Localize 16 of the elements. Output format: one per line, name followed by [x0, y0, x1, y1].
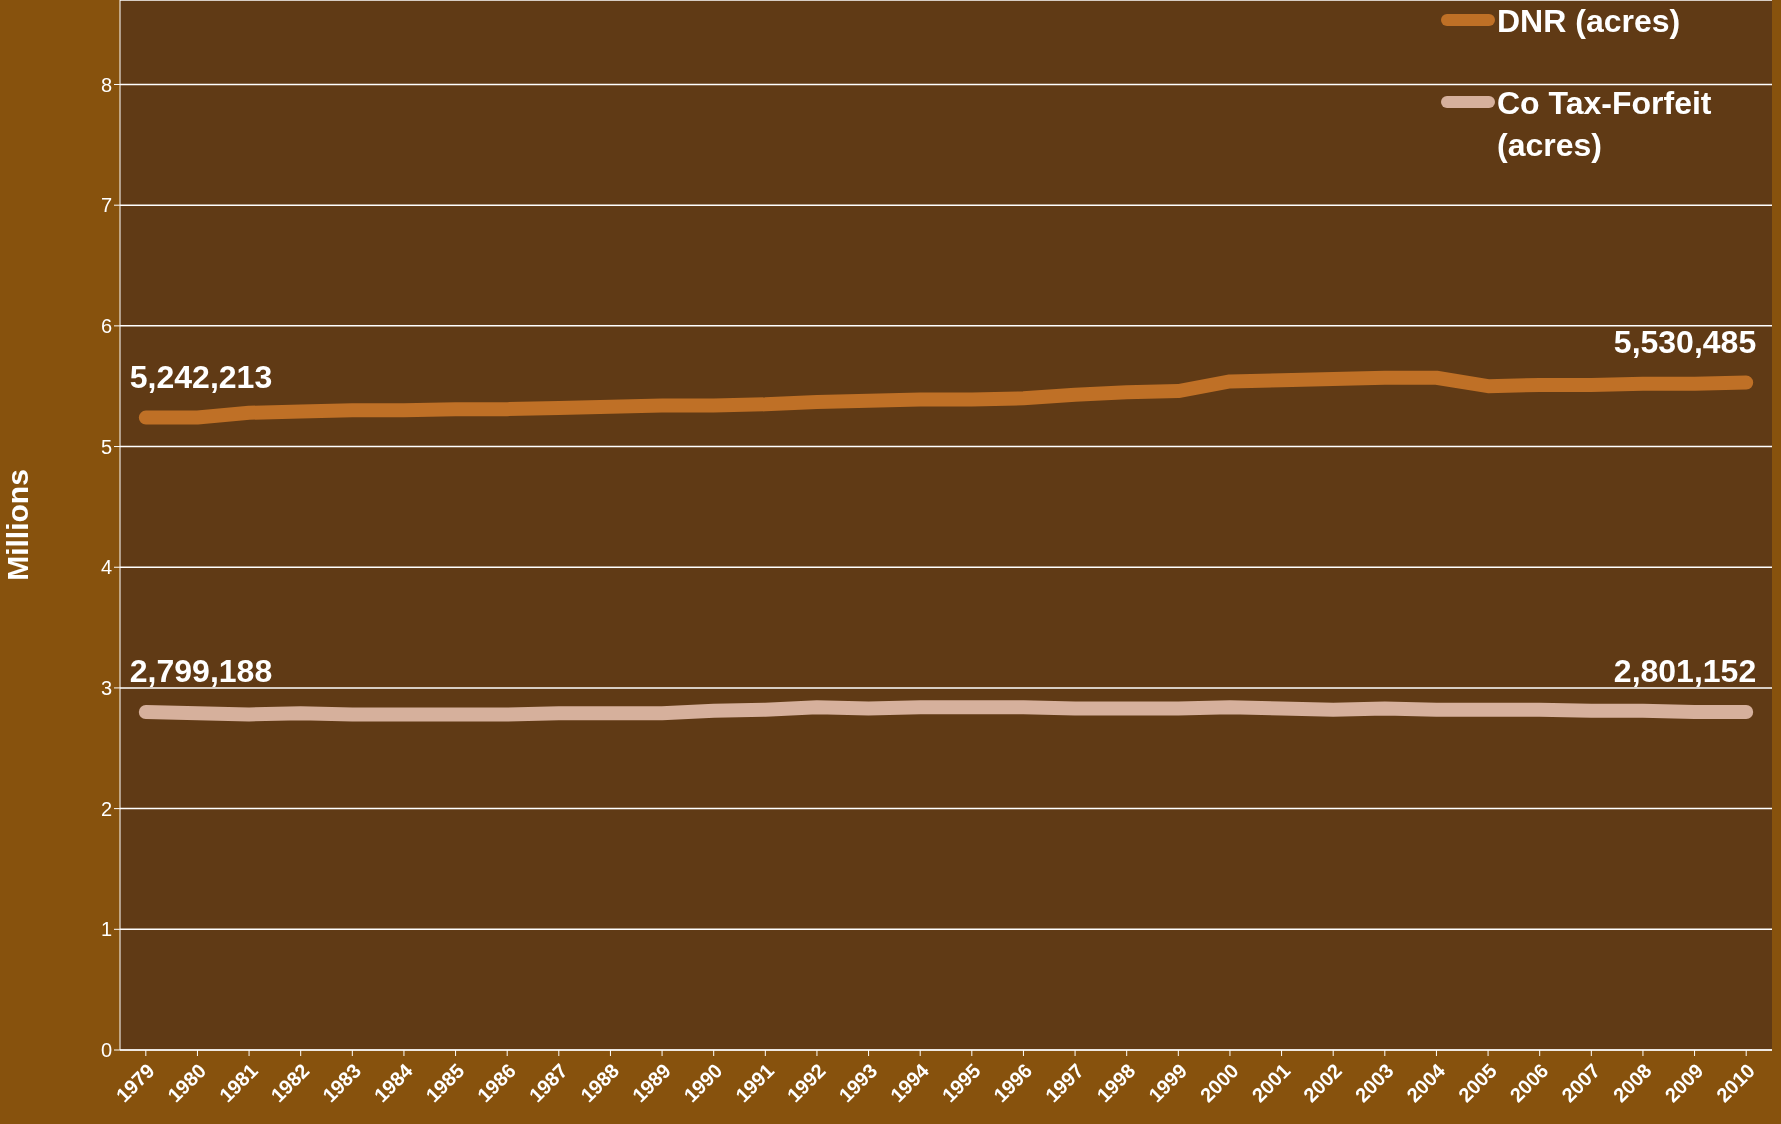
annotation: 5,242,213: [129, 358, 273, 395]
y-tick-label: 0: [100, 1039, 112, 1062]
legend-label: Co Tax-Forfeit (acres): [1497, 84, 1713, 165]
y-tick-label: 8: [100, 73, 112, 96]
y-tick-label: 1: [100, 918, 112, 941]
y-tick-label: 4: [100, 556, 112, 579]
y-axis-title: Millions: [0, 469, 34, 581]
y-tick-label: 6: [100, 314, 112, 337]
legend-label: DNR (acres): [1497, 2, 1682, 41]
y-tick-label: 3: [100, 677, 112, 700]
annotation: 5,530,485: [1613, 323, 1757, 360]
annotation: 2,801,152: [1613, 653, 1757, 690]
y-tick-label: 7: [100, 194, 112, 217]
y-tick-label: 5: [100, 435, 112, 458]
y-tick-label: 2: [100, 797, 112, 820]
annotation: 2,799,188: [129, 653, 273, 690]
